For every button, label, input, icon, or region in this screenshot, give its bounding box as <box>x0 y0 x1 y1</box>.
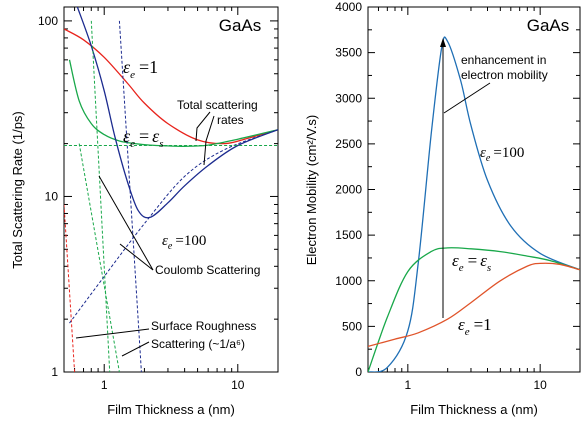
y-tick-label: 3500 <box>335 46 362 60</box>
right-title: GaAs <box>527 16 570 35</box>
left-annot-scattering: Scattering (~1/a⁶) <box>151 337 245 351</box>
left-chart: 1 10 1 10 100 GaAs Film Thickness a (nm) Tot… <box>10 6 279 417</box>
left-annot-coulomb: Coulomb Scattering <box>155 263 260 277</box>
left-y-axis-label: Total Scattering Rate (1/ps) <box>10 111 25 269</box>
series-line-1 <box>68 59 278 147</box>
y-tick-label: 1500 <box>335 228 362 242</box>
right-annot-enhancement: enhancement in <box>461 53 546 67</box>
right-label-eps-s: εe = εs <box>452 251 491 274</box>
right-series <box>368 36 580 372</box>
x-tick-label: 1 <box>404 378 411 392</box>
left-annot-total: Total scattering <box>177 98 258 112</box>
series-line-7 <box>90 20 111 372</box>
left-pointer-total-1 <box>195 111 211 142</box>
right-pointer-enhancement <box>443 82 491 114</box>
y-tick-label: 3000 <box>335 91 362 105</box>
left-ticks: 1 10 1 10 100 <box>38 7 279 392</box>
left-pointer-total-2 <box>203 115 215 166</box>
left-title: GaAs <box>219 16 262 35</box>
x-tick-label: 10 <box>533 378 547 392</box>
series-line-4 <box>78 143 120 372</box>
x-tick-label: 1 <box>101 378 108 392</box>
y-tick-label: 1000 <box>335 274 362 288</box>
y-tick-label: 2000 <box>335 183 362 197</box>
right-label-eps1: εe =1 <box>458 315 492 338</box>
left-pointer-coulomb-1 <box>98 175 154 271</box>
series-line-1 <box>368 247 580 372</box>
series-line-5 <box>69 129 278 324</box>
left-plot-frame <box>63 6 279 373</box>
y-tick-label: 10 <box>45 189 59 203</box>
left-annot-roughness: Surface Roughness <box>151 319 256 333</box>
left-pointer-scattering <box>121 341 150 357</box>
series-line-2 <box>368 262 580 348</box>
series-line-0 <box>64 28 278 145</box>
series-line-2 <box>76 7 278 219</box>
right-label-eps100: εe =100 <box>480 145 524 164</box>
y-tick-label: 500 <box>342 319 362 333</box>
series-group <box>64 7 278 372</box>
right-chart: 1 10 0 500 1000 1500 2000 2500 3000 3500 4000 GaAs… <box>304 0 581 417</box>
y-tick-label: 4000 <box>335 0 362 14</box>
right-arrow-head <box>440 38 446 47</box>
left-label-eps-s: εe = εs <box>123 126 164 150</box>
series-group <box>368 36 580 372</box>
left-pointer-coulomb-2 <box>119 243 154 271</box>
right-y-axis-label: Electron Mobility (cm²/V.s) <box>304 115 319 266</box>
left-x-axis-label: Film Thickness a (nm) <box>107 402 235 417</box>
left-series <box>64 7 278 372</box>
y-tick-label: 0 <box>355 365 362 379</box>
x-tick-label: 10 <box>231 378 245 392</box>
y-tick-label: 2500 <box>335 137 362 151</box>
y-tick-label: 1 <box>51 365 58 379</box>
series-line-6 <box>118 20 142 372</box>
y-tick-label: 100 <box>38 14 58 28</box>
series-line-0 <box>368 36 580 372</box>
right-x-axis-label: Film Thickness a (nm) <box>410 402 538 417</box>
left-label-eps100: εe =100 <box>162 233 206 252</box>
left-label-eps1: εe =1 <box>123 57 158 81</box>
left-pointer-roughness <box>75 328 150 339</box>
left-annot-rates: rates <box>217 113 244 127</box>
right-annot-mobility: electron mobility <box>461 68 548 82</box>
